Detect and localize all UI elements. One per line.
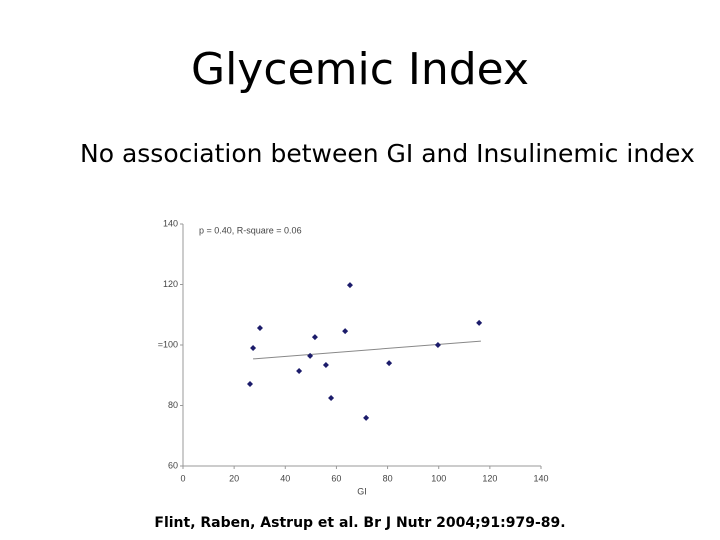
x-tick-label: 120 — [482, 473, 497, 483]
x-tick-label: 0 — [180, 473, 185, 483]
data-point — [476, 319, 483, 326]
data-point — [307, 352, 314, 359]
y-tick-label: 80 — [168, 400, 178, 410]
x-axis-label: GI — [357, 486, 367, 496]
data-point — [246, 381, 253, 388]
data-point — [256, 325, 263, 332]
x-tick-label: 20 — [229, 473, 239, 483]
trendline — [253, 340, 481, 360]
x-tick-label: 60 — [331, 473, 341, 483]
data-point — [342, 328, 349, 335]
data-point — [328, 394, 335, 401]
x-tick-label: 140 — [533, 473, 548, 483]
annotation: p = 0.40, R-square = 0.06 — [199, 225, 302, 235]
data-point — [386, 360, 393, 367]
y-tick-label: 140 — [163, 218, 178, 228]
y-tick-label: 60 — [168, 460, 178, 470]
x-tick-label: 40 — [280, 473, 290, 483]
y-tick-label: =100 — [158, 339, 178, 349]
x-tick-label: 100 — [431, 473, 446, 483]
data-point — [434, 342, 441, 348]
data-point — [346, 282, 353, 289]
data-point — [311, 334, 318, 341]
citation: Flint, Raben, Astrup et al. Br J Nutr 20… — [154, 515, 565, 531]
data-point — [296, 368, 303, 375]
slide-title: Glycemic Index — [191, 44, 529, 95]
y-tick-label: 120 — [163, 279, 178, 289]
data-point — [322, 361, 329, 368]
bullet-text: No association between GI and Insulinemi… — [80, 139, 695, 168]
data-point — [363, 414, 370, 421]
data-point — [250, 345, 257, 352]
x-tick-label: 80 — [383, 473, 393, 483]
